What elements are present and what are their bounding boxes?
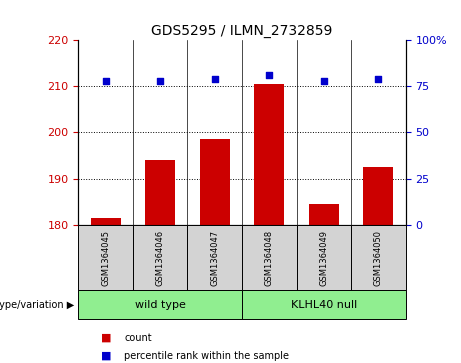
Bar xyxy=(242,290,406,319)
Text: ■: ■ xyxy=(101,351,112,361)
Text: GSM1364045: GSM1364045 xyxy=(101,230,110,286)
Point xyxy=(375,76,382,82)
Text: genotype/variation ▶: genotype/variation ▶ xyxy=(0,300,74,310)
Bar xyxy=(78,225,133,290)
Text: KLHL40 null: KLHL40 null xyxy=(291,300,357,310)
Point xyxy=(211,76,219,82)
Point xyxy=(102,78,109,83)
Text: GSM1364046: GSM1364046 xyxy=(156,230,165,286)
Bar xyxy=(91,218,121,225)
Point xyxy=(157,78,164,83)
Bar xyxy=(145,160,175,225)
Bar xyxy=(254,84,284,225)
Text: GSM1364048: GSM1364048 xyxy=(265,230,274,286)
Text: GSM1364049: GSM1364049 xyxy=(319,230,328,286)
Text: GSM1364050: GSM1364050 xyxy=(374,230,383,286)
Text: percentile rank within the sample: percentile rank within the sample xyxy=(124,351,290,361)
Title: GDS5295 / ILMN_2732859: GDS5295 / ILMN_2732859 xyxy=(151,24,333,37)
Bar xyxy=(200,139,230,225)
Point xyxy=(320,78,327,83)
Text: wild type: wild type xyxy=(135,300,186,310)
Bar xyxy=(188,225,242,290)
Bar xyxy=(133,225,188,290)
Bar xyxy=(309,204,339,225)
Text: ■: ■ xyxy=(101,333,112,343)
Bar xyxy=(296,225,351,290)
Text: count: count xyxy=(124,333,152,343)
Bar xyxy=(363,167,393,225)
Bar xyxy=(78,290,242,319)
Bar xyxy=(351,225,406,290)
Text: GSM1364047: GSM1364047 xyxy=(210,230,219,286)
Point xyxy=(266,72,273,78)
Bar xyxy=(242,225,296,290)
